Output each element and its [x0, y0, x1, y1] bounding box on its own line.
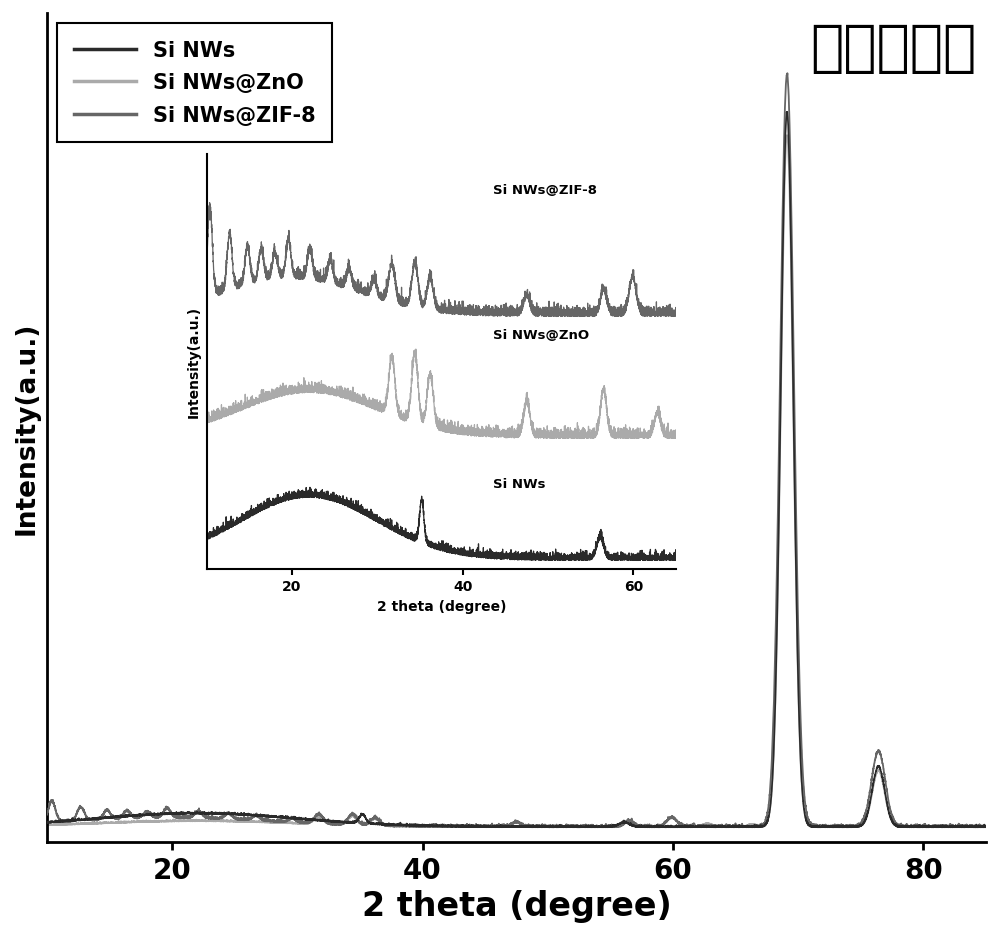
Text: 两步水热法: 两步水热法	[810, 22, 977, 76]
Y-axis label: Intensity(a.u.): Intensity(a.u.)	[14, 322, 40, 534]
X-axis label: 2 theta (degree): 2 theta (degree)	[362, 889, 671, 922]
Legend: Si NWs, Si NWs@ZnO, Si NWs@ZIF-8: Si NWs, Si NWs@ZnO, Si NWs@ZIF-8	[57, 24, 332, 142]
